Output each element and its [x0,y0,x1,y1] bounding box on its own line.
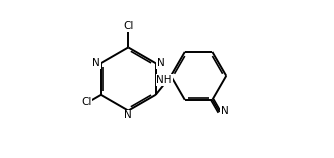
Text: NH: NH [156,75,172,85]
Text: Cl: Cl [123,21,134,31]
Text: N: N [157,58,164,68]
Text: Cl: Cl [81,97,92,107]
Text: N: N [92,58,100,68]
Text: N: N [221,106,228,116]
Text: N: N [124,110,132,120]
